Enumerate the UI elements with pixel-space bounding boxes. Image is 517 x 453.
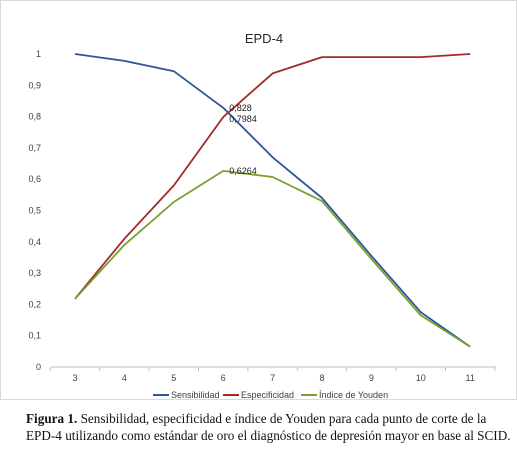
data-label: 0,828: [229, 103, 252, 113]
series-line-0: [74, 53, 471, 348]
y-tick-label: 0,5: [28, 206, 41, 216]
legend-label: Sensibilidad: [171, 390, 220, 400]
x-tick-label: 11: [466, 373, 475, 383]
y-tick-label: 0,4: [28, 237, 41, 247]
legend: Sensibilidad Especificidad Índice de Youde…: [153, 390, 388, 400]
y-tick-label: 0,8: [28, 112, 41, 122]
y-tick-label: 0,1: [28, 331, 41, 341]
caption-text: Sensibilidad, especificidad e índice de …: [26, 411, 511, 443]
figure-caption: Figura 1. Sensibilidad, especificidad e …: [26, 410, 511, 444]
series-lines: [74, 53, 471, 348]
chart-frame: EPD-4 0 0,1 0,2 0,3 0,4 0,5 0,6 0,7 0,8 0,9 1 3 4 5 6…: [0, 0, 517, 400]
y-axis-ticks: 0 0,1 0,2 0,3 0,4 0,5 0,6 0,7 0,8 0,9 1: [28, 49, 41, 372]
y-tick-label: 0,9: [28, 80, 41, 90]
caption-label: Figura 1.: [26, 411, 78, 426]
line-chart: EPD-4 0 0,1 0,2 0,3 0,4 0,5 0,6 0,7 0,8 0,9 1 3 4 5 6…: [28, 31, 496, 400]
data-label: 0,6264: [229, 166, 257, 176]
y-tick-label: 0,2: [28, 299, 41, 309]
x-tick-label: 8: [319, 373, 324, 383]
y-tick-label: 0: [36, 362, 41, 372]
series-line-1: [74, 53, 471, 300]
y-tick-label: 0,6: [28, 174, 41, 184]
legend-label: Índice de Youden: [319, 390, 388, 400]
x-axis-ticks: 3 4 5 6 7 8 9 10 11: [49, 367, 496, 383]
x-tick-label: 4: [122, 373, 127, 383]
x-tick-label: 10: [416, 373, 426, 383]
x-tick-label: 5: [171, 373, 176, 383]
series-line-2: [74, 169, 471, 348]
y-tick-label: 0,7: [28, 143, 41, 153]
x-tick-label: 3: [72, 373, 77, 383]
y-tick-label: 1: [36, 49, 41, 59]
x-tick-label: 9: [369, 373, 374, 383]
x-tick-label: 7: [270, 373, 275, 383]
x-tick-label: 6: [221, 373, 226, 383]
y-tick-label: 0,3: [28, 268, 41, 278]
legend-label: Especificidad: [241, 390, 294, 400]
data-label: 0,7984: [229, 114, 257, 124]
chart-title: EPD-4: [245, 31, 283, 46]
